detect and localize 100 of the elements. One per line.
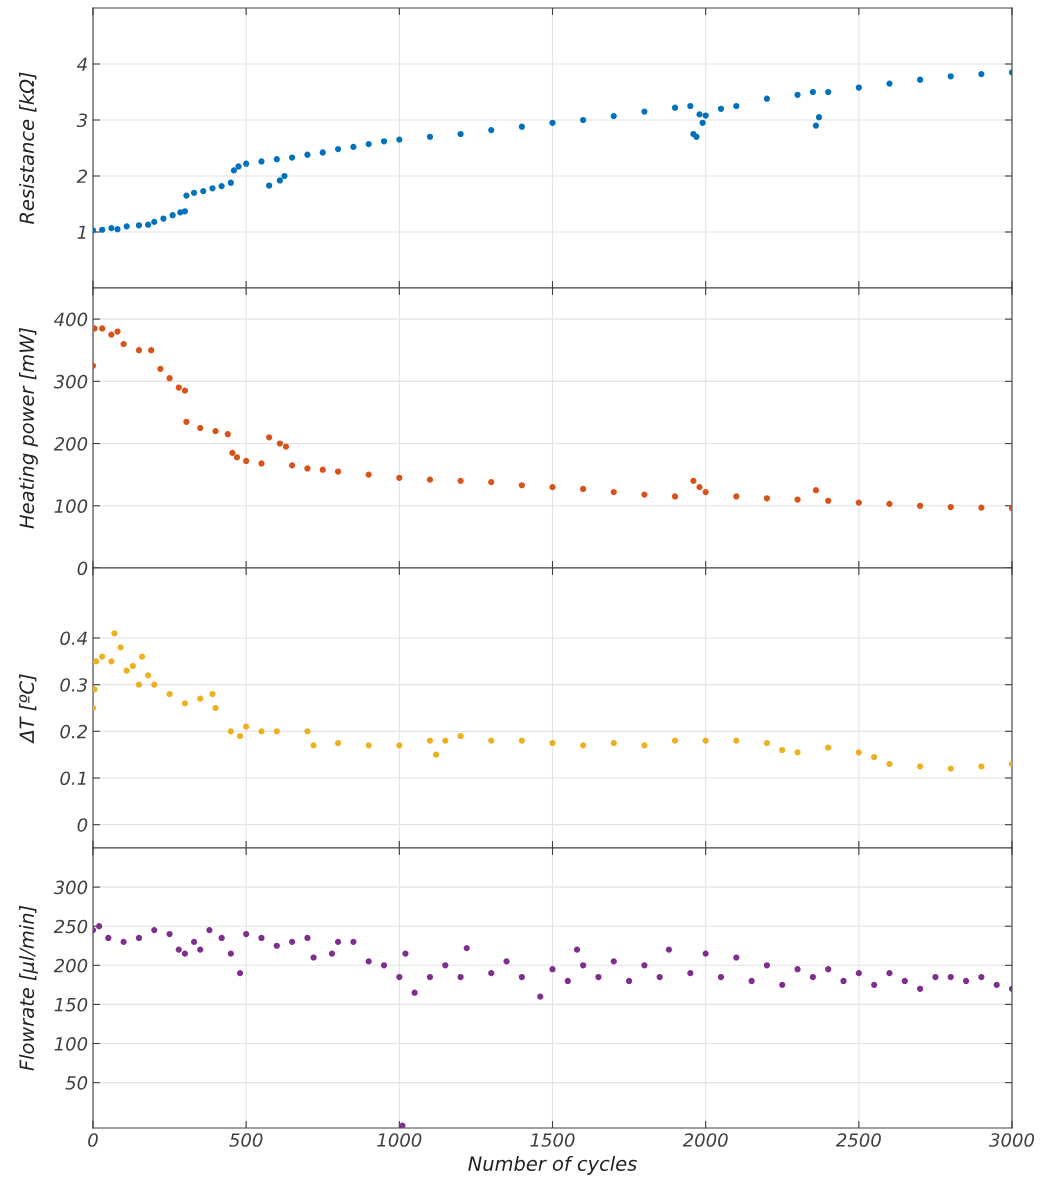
point: [610, 488, 617, 496]
point: [779, 746, 786, 754]
point: [304, 728, 311, 735]
point: [120, 340, 127, 348]
y-tick-label: 200: [53, 437, 88, 451]
point: [396, 742, 403, 749]
point: [166, 375, 173, 382]
x-tick-label: 1500: [530, 1133, 575, 1147]
point: [794, 496, 801, 503]
point: [580, 742, 587, 749]
y-tick-label: 0: [77, 561, 88, 576]
point: [145, 672, 152, 679]
point: [365, 742, 372, 749]
y-tick-label: 4: [76, 57, 87, 71]
point: [99, 653, 106, 660]
point: [457, 477, 464, 484]
point: [518, 737, 525, 744]
y-axis-title: Flowrate [µl/min]: [19, 905, 38, 1071]
point: [825, 744, 832, 751]
point: [334, 468, 342, 475]
point: [181, 700, 189, 707]
point: [978, 504, 985, 511]
point: [304, 465, 311, 472]
point: [135, 347, 143, 354]
point: [151, 681, 158, 688]
point: [129, 662, 136, 670]
point: [916, 763, 924, 770]
point: [135, 681, 143, 688]
x-axis-title: Number of cycles: [468, 1155, 637, 1175]
y-tick-label: 250: [53, 919, 88, 934]
point: [236, 732, 244, 740]
y-tick-label: 100: [54, 1036, 88, 1051]
point: [641, 742, 648, 749]
point: [671, 737, 679, 744]
point: [197, 424, 204, 432]
point: [886, 760, 893, 768]
point: [93, 658, 100, 665]
point: [117, 644, 124, 651]
point: [702, 488, 709, 496]
y-tick-label: 200: [53, 958, 88, 973]
y-tick-label: 0.3: [60, 678, 87, 692]
point: [212, 428, 219, 435]
x-tick-label: 3000: [989, 1133, 1035, 1147]
point: [93, 686, 98, 693]
point: [457, 732, 464, 740]
point: [426, 476, 434, 483]
y-axis-title: Resistance [kΩ]: [19, 72, 37, 225]
point: [258, 460, 265, 467]
point: [794, 749, 801, 756]
point: [197, 695, 204, 702]
point: [243, 723, 250, 730]
point: [610, 739, 617, 747]
point: [733, 493, 740, 500]
point: [871, 753, 878, 761]
point: [426, 737, 434, 744]
x-tick-label: 500: [229, 1133, 263, 1147]
point: [549, 484, 556, 491]
y-tick-label: 2: [76, 169, 88, 183]
y-tick-label: 3: [76, 113, 87, 128]
y-tick-label: 1: [77, 225, 86, 239]
point: [276, 440, 283, 447]
point: [671, 493, 679, 500]
y-axis-title: Heating power [mW]: [19, 327, 38, 529]
y-axis-title: ΔT [ºC]: [19, 674, 37, 744]
point: [99, 325, 106, 332]
y-tick-label: 0.2: [60, 724, 88, 739]
point: [812, 487, 820, 494]
x-tick-label: 2000: [682, 1133, 728, 1147]
point: [947, 503, 954, 511]
point: [334, 739, 342, 747]
point: [488, 737, 495, 744]
y-tick-label: 150: [54, 997, 88, 1012]
point: [93, 325, 98, 332]
point: [111, 630, 118, 637]
point: [690, 477, 697, 484]
point: [763, 739, 771, 747]
point: [108, 658, 115, 665]
point: [282, 443, 290, 450]
point: [696, 484, 703, 491]
point: [549, 739, 556, 747]
y-tick-label: 0.1: [60, 771, 86, 786]
point: [733, 737, 740, 744]
point: [432, 751, 440, 758]
y-tick-label: 50: [65, 1076, 88, 1090]
point: [396, 474, 403, 481]
point: [108, 331, 115, 338]
point: [229, 449, 236, 456]
point: [916, 502, 924, 509]
point: [488, 479, 495, 486]
y-tick-label: 300: [53, 880, 88, 895]
point: [148, 347, 155, 354]
point: [243, 457, 250, 465]
point: [855, 749, 862, 756]
x-tick-label: 1000: [377, 1133, 422, 1147]
point: [289, 462, 296, 469]
point: [123, 667, 130, 674]
point: [181, 387, 189, 394]
point: [319, 466, 326, 473]
point: [978, 763, 985, 770]
point: [702, 737, 709, 744]
